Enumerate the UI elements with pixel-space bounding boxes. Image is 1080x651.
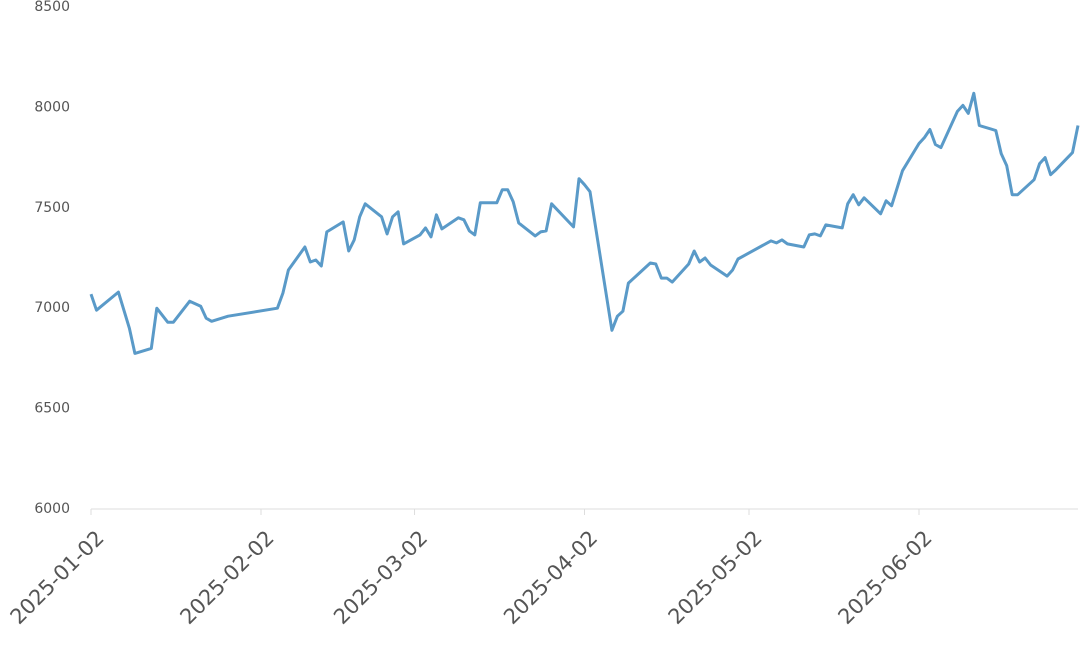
x-tick-label: 2025-05-02: [664, 526, 767, 629]
y-tick-label: 6000: [34, 501, 70, 517]
x-tick-label: 2025-06-02: [833, 526, 936, 629]
x-tick-label: 2025-02-02: [175, 526, 278, 629]
y-tick-label: 7500: [34, 200, 70, 216]
y-tick-label: 6500: [34, 401, 70, 417]
y-tick-label: 8500: [34, 0, 70, 15]
line-series: [89, 91, 1080, 355]
y-tick-label: 7000: [34, 300, 70, 316]
x-tick-label: 2025-03-02: [329, 526, 432, 629]
y-tick-label: 8000: [34, 99, 70, 115]
x-tick-label: 2025-04-02: [499, 526, 602, 629]
x-tick-label: 2025-01-02: [6, 526, 109, 629]
